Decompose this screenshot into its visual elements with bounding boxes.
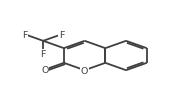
Text: O: O — [42, 65, 49, 74]
Text: F: F — [59, 31, 64, 40]
Text: F: F — [40, 50, 46, 59]
Text: F: F — [22, 31, 28, 40]
Text: O: O — [81, 66, 88, 75]
